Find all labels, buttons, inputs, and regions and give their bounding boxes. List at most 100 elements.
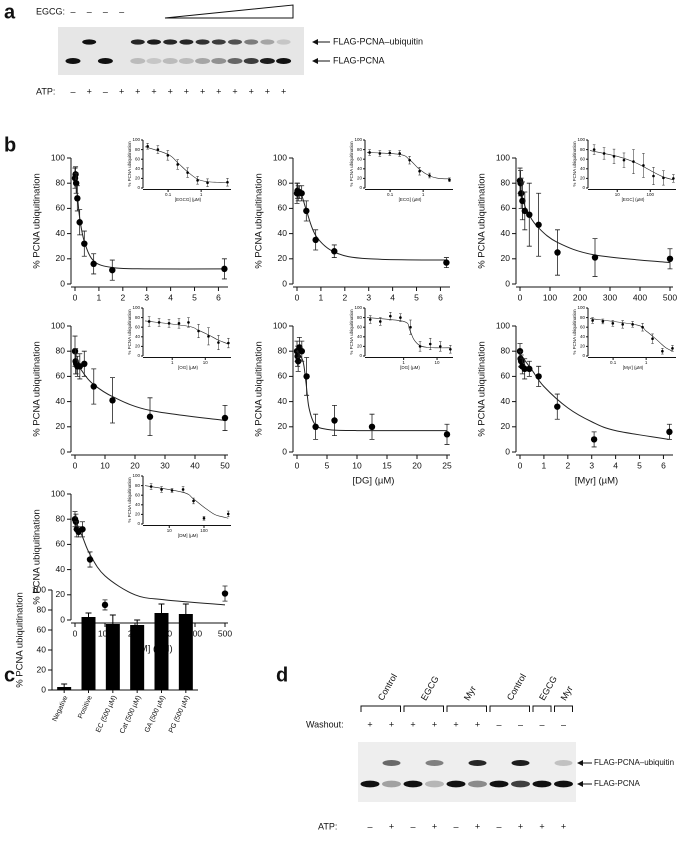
y-tick-label: 0 (137, 353, 140, 358)
data-point (177, 322, 181, 325)
band (195, 58, 211, 64)
data-point (591, 254, 599, 261)
x-tick-label: 5 (414, 292, 419, 302)
y-tick-label: 20 (278, 421, 288, 431)
y-tick-label: 80 (278, 345, 288, 355)
band-label: FLAG-PCNA (594, 779, 640, 788)
y-tick-label: 80 (56, 177, 66, 187)
washout-sign: – (496, 719, 501, 729)
atp-sign: + (151, 86, 156, 96)
atp-sign: – (70, 86, 75, 96)
data-point (443, 259, 450, 266)
y-tick-label: 80 (135, 147, 141, 152)
x-tick-label: 10 (203, 360, 209, 365)
y-tick-label: 0 (505, 446, 510, 456)
y-axis-label: % PCNA ubiquitination (254, 173, 265, 269)
data-point (109, 397, 116, 404)
band (243, 58, 259, 64)
x-tick-label: 0 (73, 292, 78, 302)
data-point (146, 413, 154, 420)
y-tick-label: 60 (135, 492, 141, 497)
group-label: Myr (559, 684, 575, 702)
y-tick-label: 60 (278, 203, 288, 213)
data-point (672, 177, 675, 180)
data-point (418, 345, 422, 348)
y-tick-label: 0 (60, 446, 65, 456)
inset-background (345, 304, 457, 372)
data-point (72, 171, 79, 178)
data-point (521, 365, 528, 373)
x-axis-label: [Myr] (µM) (575, 476, 618, 487)
data-point (197, 329, 200, 333)
data-point (378, 152, 382, 155)
band (195, 39, 210, 45)
data-point (186, 171, 189, 174)
data-point (81, 360, 88, 367)
x-axis-label: [DM] (µM) (130, 644, 172, 655)
data-point (590, 436, 598, 443)
band (97, 58, 113, 64)
x-tick-label: 1 (97, 292, 102, 302)
x-tick-label: 5 (637, 460, 642, 470)
x-axis-label: [ECG] (µM) (399, 197, 422, 202)
data-point (196, 179, 199, 182)
band (554, 780, 573, 788)
x-tick-label: 20 (412, 460, 422, 470)
fit-curve (144, 146, 228, 183)
data-point (535, 221, 542, 228)
atp-sign: + (249, 86, 254, 96)
band (425, 760, 444, 766)
atp-sign: + (539, 821, 544, 831)
bar (130, 625, 145, 690)
atp-sign: – (453, 821, 458, 831)
x-tick-label: GA (500 µM) (144, 695, 167, 734)
data-point (331, 248, 338, 255)
washout-sign: + (367, 719, 372, 729)
data-point (526, 365, 533, 373)
arrowhead (312, 39, 318, 45)
data-point (519, 197, 526, 205)
bar (178, 614, 193, 690)
x-axis-label: [EGCG] (µM) (175, 197, 202, 202)
y-tick-label: 40 (278, 228, 288, 238)
error-bar (158, 603, 165, 613)
x-tick-label: 100 (647, 192, 655, 197)
data-point (167, 322, 171, 325)
band (276, 58, 292, 64)
band (178, 58, 194, 64)
x-tick-label: 500 (663, 292, 677, 302)
band (163, 39, 178, 45)
y-tick-label: 0 (359, 353, 362, 358)
data-point (109, 266, 116, 274)
atp-sign: + (389, 821, 394, 831)
y-tick-label: 60 (501, 371, 511, 381)
data-point (227, 341, 230, 345)
data-point (517, 358, 525, 365)
y-axis-label: % PCNA ubiquitination (572, 309, 577, 355)
y-tick-label: 80 (37, 604, 47, 614)
x-tick-label: 25 (442, 460, 452, 470)
band-label: FLAG-PCNA–ubiquitin (333, 36, 423, 46)
x-tick-label: 400 (188, 628, 202, 638)
y-tick-label: 80 (56, 345, 66, 355)
data-point (602, 152, 606, 155)
y-tick-label: 20 (278, 253, 288, 263)
y-tick-label: 80 (580, 147, 586, 152)
data-point (76, 219, 83, 226)
y-tick-label: 20 (135, 512, 141, 517)
y-tick-label: 40 (580, 334, 586, 339)
y-axis-label: % PCNA ubiquitination (15, 592, 26, 688)
group-bracket (554, 705, 573, 712)
x-tick-label: 100 (98, 628, 112, 638)
atp-sign: + (135, 86, 140, 96)
band (360, 780, 380, 788)
band (130, 39, 145, 45)
y-tick-label: 100 (51, 488, 65, 498)
band (65, 58, 81, 64)
band (147, 39, 161, 45)
data-point (202, 516, 206, 520)
egcg-sign: – (103, 6, 108, 16)
data-point (156, 148, 160, 151)
y-tick-label: 0 (282, 446, 287, 456)
